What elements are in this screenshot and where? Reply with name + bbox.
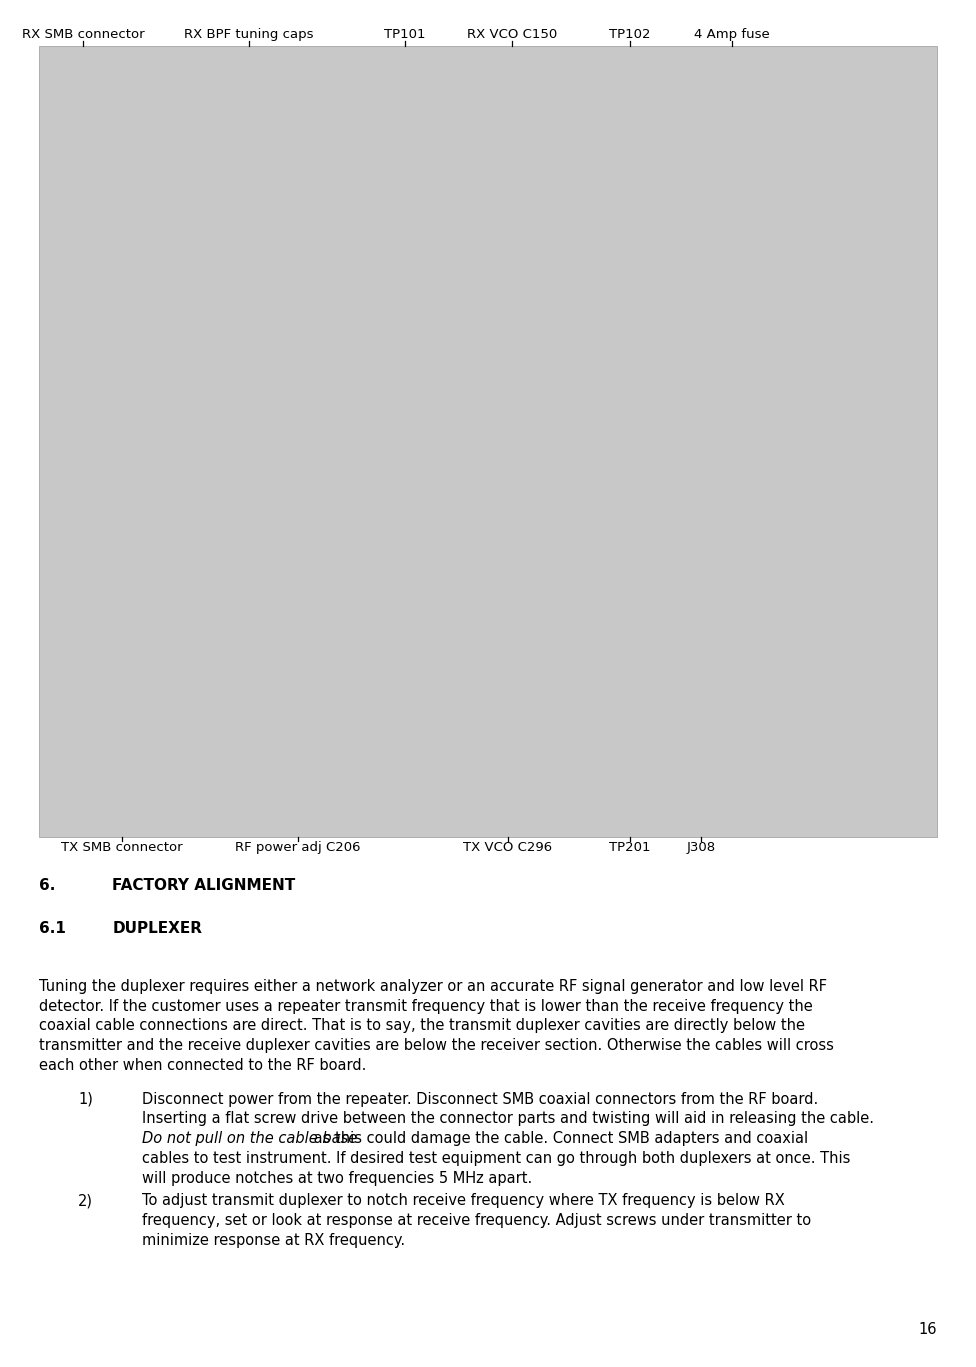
Text: TX SMB connector: TX SMB connector bbox=[61, 841, 183, 854]
Text: frequency, set or look at response at receive frequency. Adjust screws under tra: frequency, set or look at response at re… bbox=[142, 1214, 811, 1228]
Text: cables to test instrument. If desired test equipment can go through both duplexe: cables to test instrument. If desired te… bbox=[142, 1151, 850, 1166]
Text: RX SMB connector: RX SMB connector bbox=[21, 27, 144, 41]
Text: 6.1: 6.1 bbox=[39, 921, 66, 936]
Text: 4 Amp fuse: 4 Amp fuse bbox=[694, 27, 770, 41]
Text: Inserting a flat screw drive between the connector parts and twisting will aid i: Inserting a flat screw drive between the… bbox=[142, 1111, 874, 1126]
Text: minimize response at RX frequency.: minimize response at RX frequency. bbox=[142, 1233, 405, 1248]
Text: 6.: 6. bbox=[39, 878, 56, 893]
Text: Tuning the duplexer requires either a network analyzer or an accurate RF signal : Tuning the duplexer requires either a ne… bbox=[39, 979, 827, 994]
Text: coaxial cable connections are direct. That is to say, the transmit duplexer cavi: coaxial cable connections are direct. Th… bbox=[39, 1018, 805, 1033]
Text: 2): 2) bbox=[78, 1193, 93, 1208]
Text: detector. If the customer uses a repeater transmit frequency that is lower than : detector. If the customer uses a repeate… bbox=[39, 998, 813, 1013]
Text: TP102: TP102 bbox=[609, 27, 650, 41]
Text: will produce notches at two frequencies 5 MHz apart.: will produce notches at two frequencies … bbox=[142, 1172, 532, 1185]
Text: RX BPF tuning caps: RX BPF tuning caps bbox=[184, 27, 313, 41]
Text: RX VCO C150: RX VCO C150 bbox=[468, 27, 557, 41]
Text: as this could damage the cable. Connect SMB adapters and coaxial: as this could damage the cable. Connect … bbox=[309, 1132, 808, 1146]
Text: 16: 16 bbox=[918, 1322, 937, 1337]
Text: 1): 1) bbox=[78, 1092, 93, 1106]
Text: TP101: TP101 bbox=[385, 27, 426, 41]
Text: each other when connected to the RF board.: each other when connected to the RF boar… bbox=[39, 1058, 366, 1073]
Text: J308: J308 bbox=[686, 841, 715, 854]
Text: TP201: TP201 bbox=[609, 841, 650, 854]
Text: FACTORY ALIGNMENT: FACTORY ALIGNMENT bbox=[112, 878, 296, 893]
Text: To adjust transmit duplexer to notch receive frequency where TX frequency is bel: To adjust transmit duplexer to notch rec… bbox=[142, 1193, 785, 1208]
Bar bbox=[39, 46, 937, 837]
Text: Do not pull on the cable base: Do not pull on the cable base bbox=[142, 1132, 357, 1146]
Text: TX VCO C296: TX VCO C296 bbox=[463, 841, 552, 854]
Text: transmitter and the receive duplexer cavities are below the receiver section. Ot: transmitter and the receive duplexer cav… bbox=[39, 1039, 834, 1053]
Text: RF power adj C206: RF power adj C206 bbox=[235, 841, 360, 854]
Text: Disconnect power from the repeater. Disconnect SMB coaxial connectors from the R: Disconnect power from the repeater. Disc… bbox=[142, 1092, 818, 1106]
Text: DUPLEXER: DUPLEXER bbox=[112, 921, 202, 936]
